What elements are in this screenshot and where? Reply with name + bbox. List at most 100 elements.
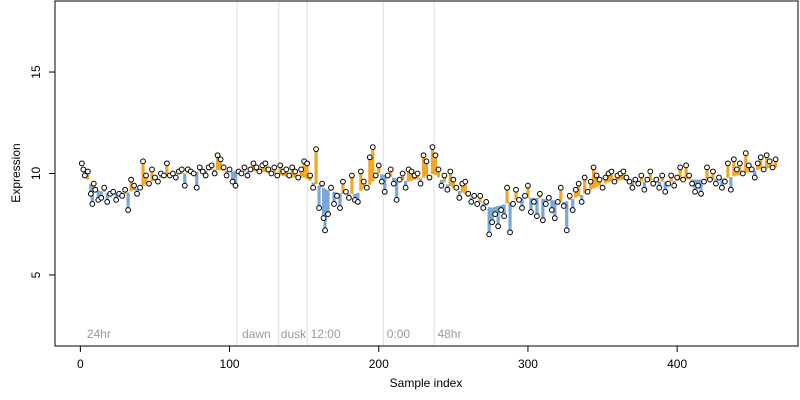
residual-segment — [272, 167, 276, 174]
residual-segment — [401, 173, 405, 180]
residual-segment — [362, 181, 366, 189]
residual-segment — [260, 165, 264, 172]
data-point — [495, 223, 502, 230]
data-point — [551, 215, 558, 222]
data-point — [372, 172, 379, 179]
data-point — [137, 184, 143, 191]
residual-segment — [711, 171, 715, 180]
data-point — [384, 172, 391, 179]
data-point — [125, 207, 132, 213]
data-point — [357, 168, 364, 175]
data-point — [387, 166, 394, 173]
data-point — [536, 190, 543, 197]
data-point — [390, 180, 397, 187]
residual-segment — [493, 206, 497, 215]
data-point — [727, 186, 734, 193]
data-point — [483, 199, 490, 205]
residual-segment — [165, 163, 169, 177]
data-point — [414, 170, 421, 177]
annotation-label: dusk — [281, 327, 307, 341]
data-point — [80, 166, 87, 173]
data-point — [465, 190, 472, 197]
residual-segment — [744, 153, 748, 174]
residual-segment — [747, 165, 751, 173]
residual-segment — [678, 167, 682, 181]
data-point — [548, 207, 555, 213]
residual-segment — [630, 180, 634, 188]
residual-segment — [421, 155, 426, 178]
data-point — [632, 176, 639, 183]
data-point — [724, 160, 731, 167]
residual-segment — [574, 189, 578, 198]
residual-segment — [150, 169, 154, 182]
residual-segment — [302, 161, 306, 178]
data-point — [110, 188, 117, 195]
residual-segment — [618, 173, 623, 181]
data-point — [554, 199, 561, 205]
data-point — [578, 199, 585, 205]
residual-segment — [323, 188, 327, 231]
residual-segment — [86, 171, 90, 180]
data-point — [748, 166, 755, 173]
data-point — [214, 152, 221, 159]
data-point — [629, 184, 636, 191]
data-point — [739, 170, 746, 177]
data-point — [226, 166, 233, 173]
data-point — [169, 170, 176, 177]
data-point — [736, 160, 743, 167]
annotation-label: 24hr — [87, 327, 111, 341]
data-point — [286, 172, 293, 179]
residual-segment — [577, 183, 581, 197]
residual-segment — [705, 167, 709, 180]
residual-segment — [96, 190, 100, 200]
residual-segment — [520, 197, 524, 208]
data-point — [155, 178, 161, 185]
data-point — [81, 172, 88, 179]
data-point — [178, 166, 185, 173]
data-point — [140, 158, 146, 165]
data-point — [78, 160, 85, 167]
data-point — [113, 196, 120, 203]
data-point — [754, 160, 761, 167]
data-point — [337, 205, 343, 211]
data-point — [572, 186, 579, 193]
data-point — [131, 182, 137, 189]
residual-segment — [195, 171, 199, 188]
data-point — [438, 182, 445, 189]
data-point — [590, 164, 597, 171]
data-point — [134, 190, 140, 197]
data-point — [202, 172, 209, 179]
residual-segment — [603, 177, 608, 184]
data-point — [584, 188, 591, 195]
residual-segment — [371, 147, 375, 182]
residual-segment — [451, 179, 455, 188]
data-point — [692, 188, 698, 195]
data-point — [557, 184, 564, 191]
data-point — [268, 170, 275, 177]
data-point — [271, 164, 278, 171]
data-point — [378, 178, 385, 185]
residual-segment — [392, 177, 396, 184]
data-point — [274, 172, 281, 179]
data-point — [119, 192, 126, 199]
data-point — [659, 172, 666, 179]
data-point — [396, 176, 403, 183]
data-point — [283, 166, 290, 173]
residual-segment — [496, 205, 500, 227]
residual-segment — [433, 155, 438, 175]
data-point — [602, 174, 609, 181]
data-point — [498, 207, 504, 213]
data-point — [417, 180, 424, 187]
data-point — [713, 180, 719, 187]
data-point — [319, 180, 325, 187]
residual-segment — [114, 193, 118, 200]
data-point — [563, 227, 570, 234]
data-point — [474, 201, 481, 207]
data-point — [104, 199, 111, 205]
data-point — [247, 166, 254, 173]
residual-segment — [356, 192, 360, 202]
data-point — [772, 156, 779, 163]
residual-segment — [317, 185, 321, 208]
data-point — [766, 158, 773, 165]
